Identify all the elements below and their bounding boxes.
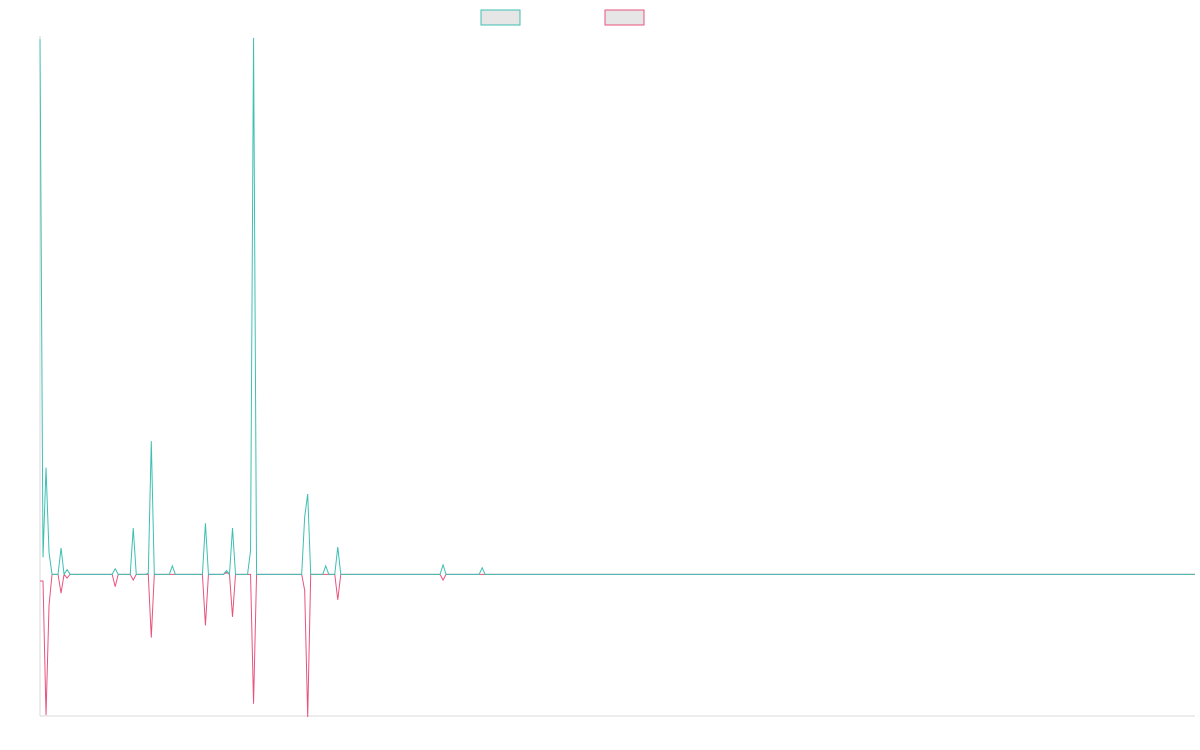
series-line-1 <box>39 37 1195 576</box>
series-layer <box>39 37 1195 717</box>
series-line-2 <box>40 571 1195 717</box>
legend-swatch-2[interactable] <box>604 9 645 26</box>
legend <box>480 9 645 26</box>
legend-swatch-1[interactable] <box>480 9 521 26</box>
